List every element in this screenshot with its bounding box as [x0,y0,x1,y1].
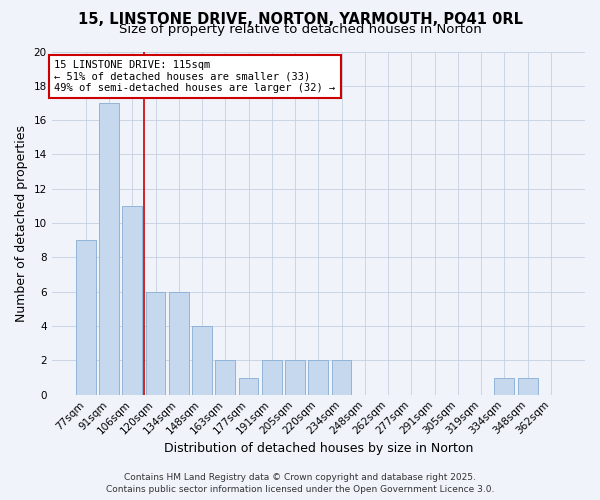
Bar [262,360,282,394]
Bar [76,240,95,394]
Text: 15, LINSTONE DRIVE, NORTON, YARMOUTH, PO41 0RL: 15, LINSTONE DRIVE, NORTON, YARMOUTH, PO… [77,12,523,28]
Bar [285,360,305,394]
Bar [308,360,328,394]
Y-axis label: Number of detached properties: Number of detached properties [15,124,28,322]
Bar [494,378,514,394]
Text: Contains HM Land Registry data © Crown copyright and database right 2025.
Contai: Contains HM Land Registry data © Crown c… [106,473,494,494]
Bar [239,378,259,394]
X-axis label: Distribution of detached houses by size in Norton: Distribution of detached houses by size … [164,442,473,455]
Bar [99,103,119,395]
Text: 15 LINSTONE DRIVE: 115sqm
← 51% of detached houses are smaller (33)
49% of semi-: 15 LINSTONE DRIVE: 115sqm ← 51% of detac… [55,60,335,94]
Text: Size of property relative to detached houses in Norton: Size of property relative to detached ho… [119,22,481,36]
Bar [518,378,538,394]
Bar [122,206,142,394]
Bar [215,360,235,394]
Bar [169,292,188,394]
Bar [332,360,352,394]
Bar [146,292,166,394]
Bar [192,326,212,394]
